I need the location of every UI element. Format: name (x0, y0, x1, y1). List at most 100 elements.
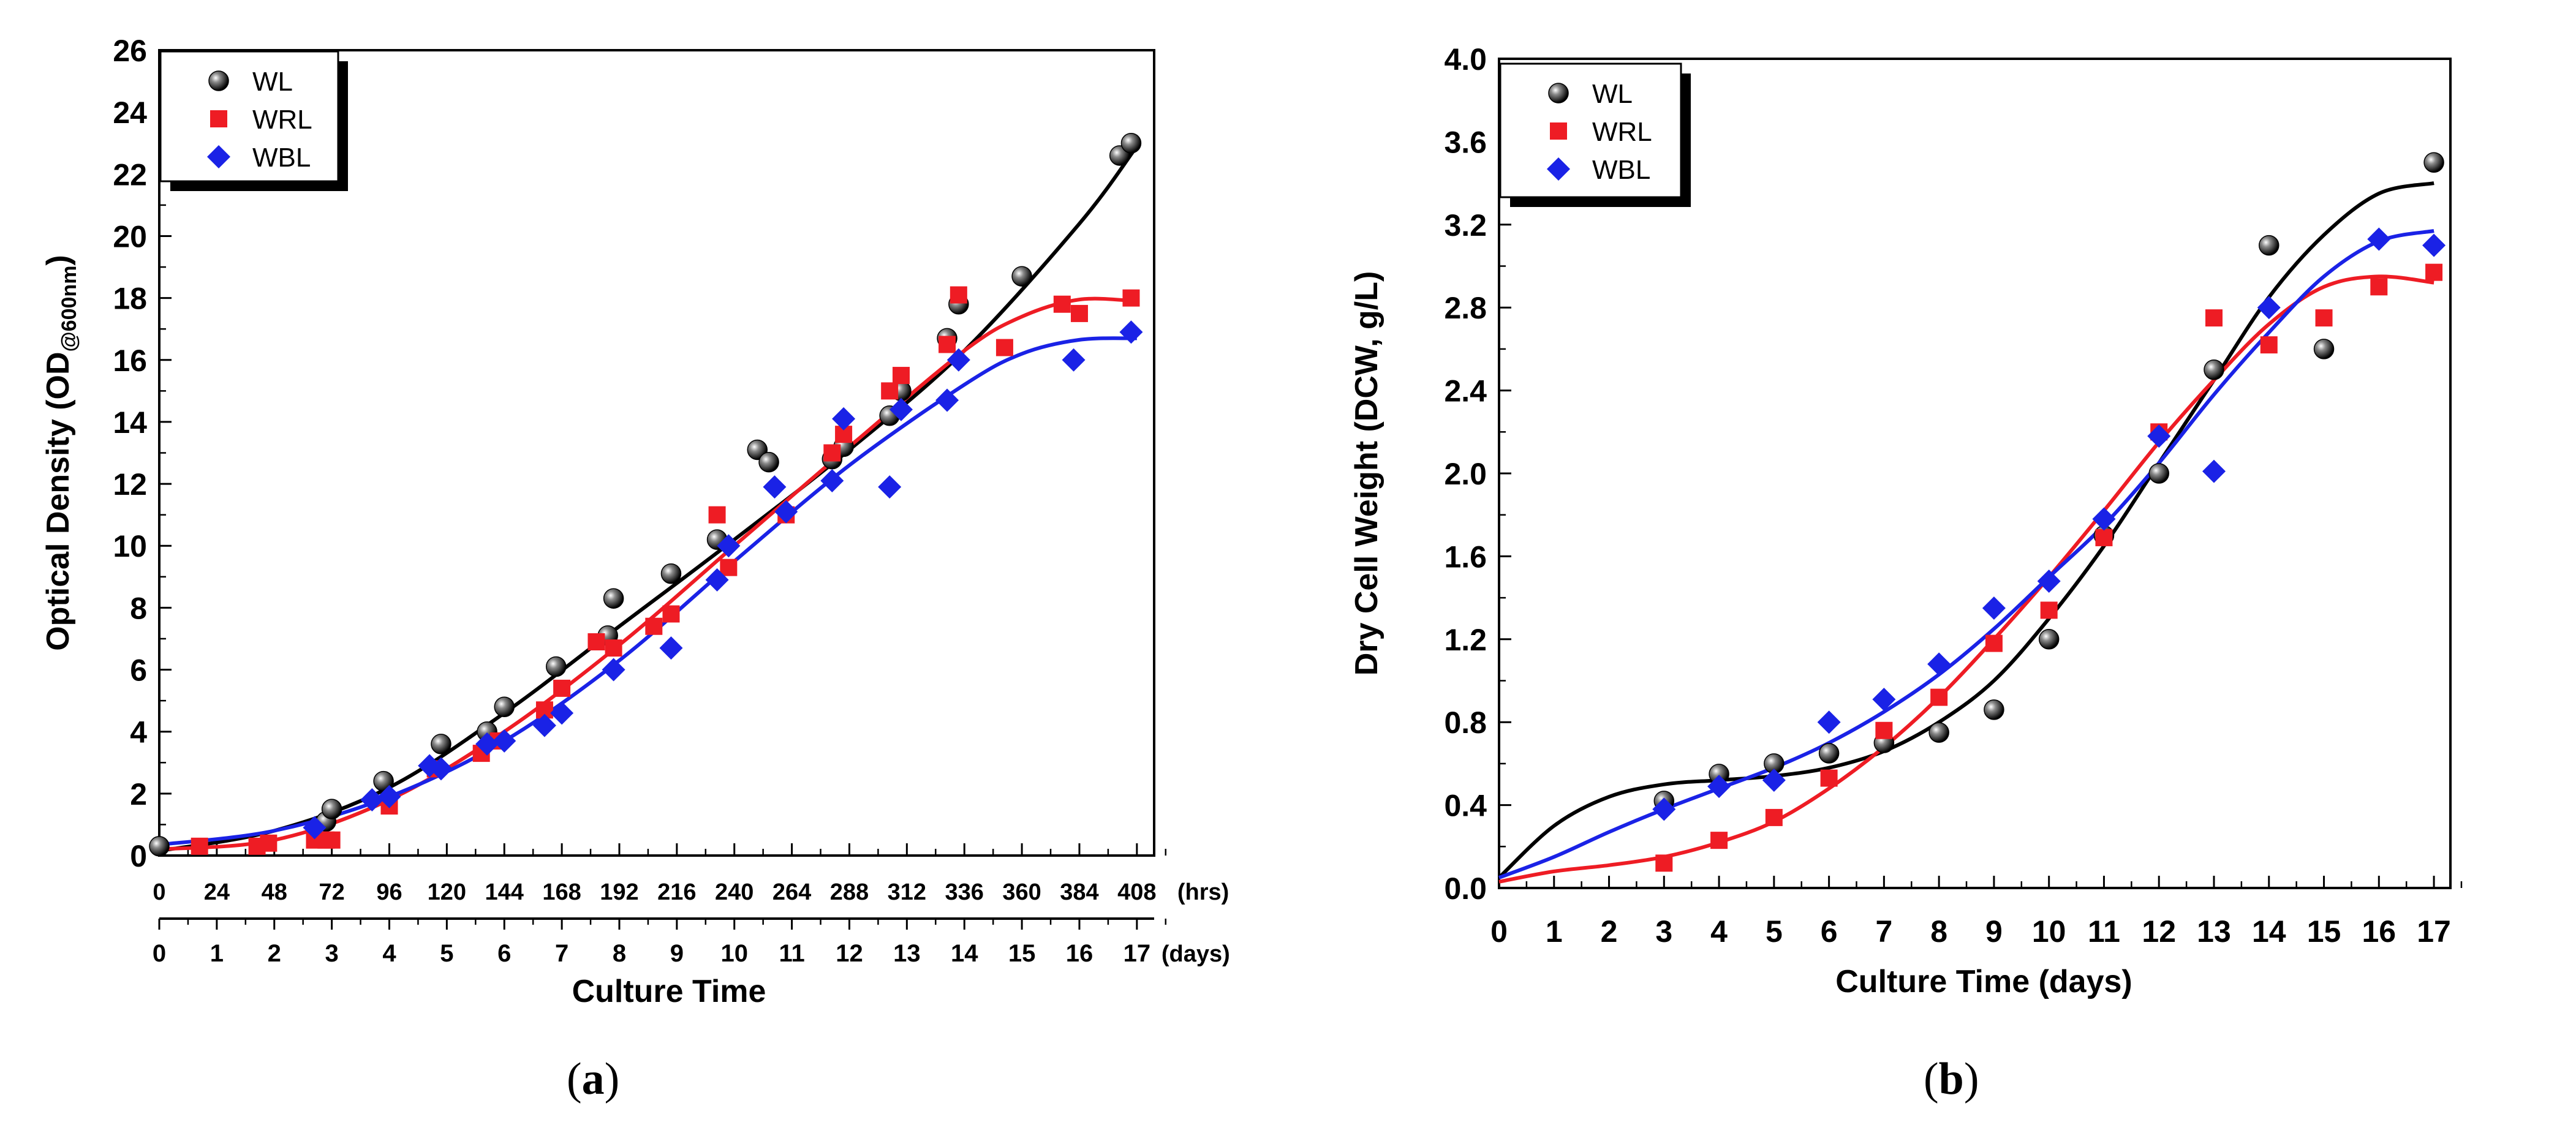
point-wrl (587, 633, 605, 651)
point-wbl (1817, 710, 1841, 734)
x-hours-tick-label: 408 (1117, 879, 1156, 905)
x-tick-label: 7 (1875, 914, 1892, 949)
x-tick-label: 11 (2088, 914, 2120, 949)
point-wrl (645, 617, 663, 635)
point-wl (2204, 359, 2224, 380)
x-tick-label: 8 (1930, 914, 1947, 949)
point-wbl (1762, 768, 1786, 792)
x-tick-label: 2 (1601, 914, 1618, 949)
y-tick-label: 3.6 (1444, 125, 1487, 159)
point-wrl (1655, 854, 1673, 872)
legend-label-wrl: WRL (1592, 117, 1652, 147)
x-axis-title: Culture Time (days) (1835, 964, 2132, 999)
point-wrl (2205, 309, 2223, 327)
point-wbl (377, 784, 401, 808)
point-wl (2423, 152, 2444, 173)
point-wbl (429, 757, 453, 781)
fit-curve-wl (159, 145, 1139, 853)
point-wbl (705, 568, 729, 592)
y-tick-label: 8 (130, 591, 147, 625)
y-tick-label: 24 (113, 96, 147, 130)
x-days-tick-label: 3 (325, 940, 338, 967)
caption-a-letter: a (581, 1054, 605, 1104)
x-hours-tick-label: 216 (657, 879, 696, 905)
x-days-tick-label: 8 (613, 940, 626, 967)
point-wbl (303, 816, 327, 840)
point-wrl (2315, 309, 2333, 327)
point-wbl (2147, 424, 2171, 448)
x-days-unit: (days) (1161, 941, 1230, 967)
legend-box (159, 50, 339, 182)
y-tick-label: 18 (113, 282, 147, 316)
legend-label-wrl: WRL (252, 105, 312, 135)
fit-curve-wbl (159, 336, 1137, 847)
y-tick-label: 2.4 (1444, 374, 1487, 408)
point-wrl (1875, 721, 1893, 739)
point-wbl (493, 729, 516, 753)
x-days-tick-label: 15 (1008, 940, 1036, 967)
y-tick-label: 0 (130, 839, 147, 873)
point-wrl (2040, 601, 2058, 619)
point-wbl (2037, 570, 2061, 593)
point-wl (321, 799, 342, 819)
x-tick-label: 5 (1766, 914, 1783, 949)
point-wrl (553, 679, 571, 697)
point-wbl (2422, 233, 2446, 257)
x-tick-label: 4 (1710, 914, 1728, 949)
y-axis-title-close: ) (40, 255, 76, 265)
x-tick-label: 9 (1985, 914, 2003, 949)
y-tick-label: 20 (113, 219, 147, 254)
point-wbl (1872, 687, 1896, 711)
legend-box (1499, 62, 1682, 198)
y-axis-title-main: Optical Density (OD (40, 352, 76, 650)
point-wl (1928, 722, 1949, 743)
y-tick-label: 12 (113, 467, 147, 502)
point-wrl (1710, 832, 1728, 849)
legend-label-wl: WL (252, 67, 293, 97)
point-wbl (1707, 775, 1731, 799)
point-wrl (323, 831, 341, 849)
chart-b: 0.00.40.81.21.62.02.42.83.23.64.00 1 2 3 4 5 6… (1349, 42, 2463, 999)
y-tick-label: 0.0 (1444, 871, 1487, 906)
x-hours-tick-label: 312 (888, 879, 926, 905)
y-tick-label: 14 (113, 405, 147, 440)
x-tick-label: 15 (2307, 914, 2341, 949)
x-tick-label: 14 (2252, 914, 2286, 949)
point-wbl (2202, 459, 2226, 483)
x-hours-tick-label: 120 (428, 879, 466, 905)
y-axis-title-subscript: @600nm (58, 266, 81, 352)
x-days-tick-label: 2 (268, 940, 281, 967)
point-wbl (2092, 507, 2116, 531)
fit-curve-wrl (159, 296, 1137, 851)
x-days-tick-label: 13 (893, 940, 921, 967)
point-wrl (1985, 634, 2003, 652)
point-wl (1818, 743, 1840, 764)
x-hours-tick-label: 168 (542, 879, 581, 905)
x-axis-title: Culture Time (572, 974, 766, 1009)
y-tick-label: 16 (113, 344, 147, 378)
x-tick-label: 10 (2032, 914, 2066, 949)
x-hours-tick-label: 48 (262, 879, 287, 905)
x-hours-tick-label: 0 (153, 879, 165, 905)
x-hours-tick-label: 360 (1002, 879, 1041, 905)
x-tick-label: 0 (1490, 914, 1508, 949)
point-wbl (878, 475, 902, 499)
point-wbl (832, 407, 856, 431)
point-wbl (820, 469, 844, 493)
x-tick-label: 17 (2417, 914, 2451, 949)
point-wl (1011, 266, 1032, 287)
point-wbl (2367, 227, 2391, 251)
legend-marker-wl (1548, 83, 1569, 103)
x-days-tick-label: 0 (153, 940, 166, 967)
point-wbl (1652, 797, 1676, 821)
point-wl (2148, 463, 2169, 484)
y-tick-label: 2.8 (1444, 291, 1487, 325)
legend-marker-wrl (1550, 122, 1567, 140)
y-axis-title: Dry Cell Weight (DCW, g/L) (1349, 271, 1384, 676)
x-days-tick-label: 14 (951, 940, 978, 967)
fit-curve-wbl (1498, 229, 2434, 879)
point-wbl (935, 388, 959, 412)
point-wbl (889, 397, 913, 421)
x-days-tick-label: 4 (382, 940, 396, 967)
x-tick-label: 3 (1655, 914, 1672, 949)
